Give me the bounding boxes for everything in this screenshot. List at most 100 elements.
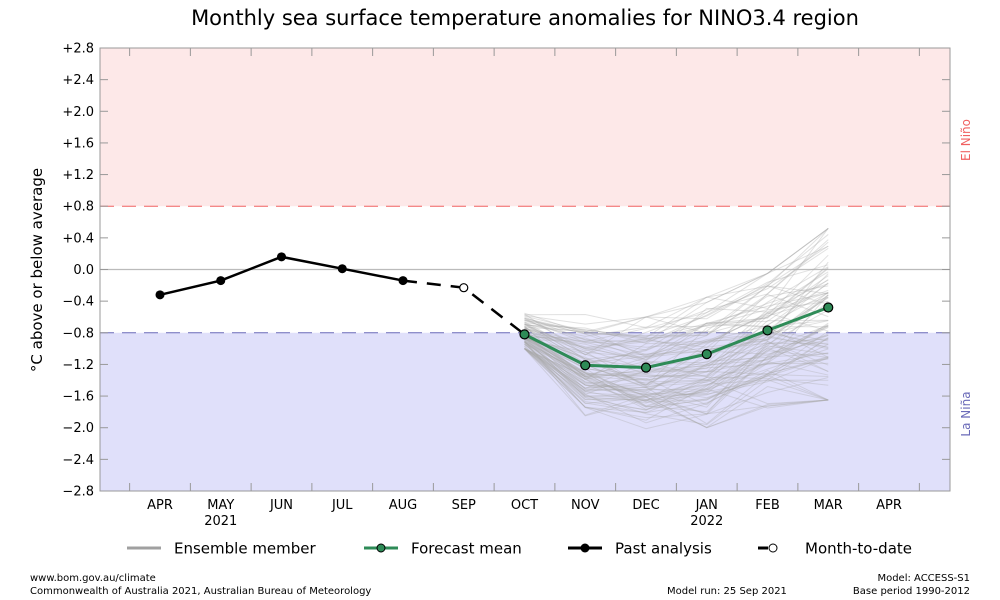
- ensemble-member-line: [524, 324, 829, 421]
- legend-label: Past analysis: [615, 540, 712, 558]
- y-tick-label: +1.2: [62, 168, 94, 183]
- ensemble-member-line: [524, 347, 829, 426]
- y-tick-label: 0.0: [73, 263, 94, 278]
- ensemble-member-line: [524, 254, 829, 381]
- ensemble-member-line: [524, 342, 829, 419]
- series-lines: [155, 252, 834, 373]
- ensemble-member-line: [524, 239, 829, 354]
- el-nino-band: [100, 48, 950, 207]
- ensemble-member-line: [524, 337, 829, 410]
- footer-model-run: Model run: 25 Sep 2021: [667, 586, 787, 597]
- footer-base-period: Base period 1990-2012: [852, 586, 970, 597]
- ensemble-member-line: [524, 348, 829, 429]
- ensemble-member-line: [524, 241, 829, 356]
- ensemble-member-line: [524, 335, 829, 408]
- ensemble-member-line: [524, 285, 829, 337]
- ensemble-member-line: [524, 345, 829, 411]
- ensemble-member-line: [524, 293, 829, 358]
- ensemble-member-line: [524, 296, 829, 380]
- ensemble-member-line: [524, 343, 829, 425]
- x-tick-label: NOV: [571, 498, 600, 513]
- legend-item-ensemble: Ensemble member: [127, 540, 317, 558]
- x-year-label: 2022: [690, 514, 723, 529]
- y-tick-label: −2.4: [62, 453, 94, 468]
- x-year-label: 2021: [204, 514, 237, 529]
- ensemble-member-line: [524, 273, 829, 361]
- ensemble-member-line: [524, 332, 829, 391]
- x-tick-label: JUN: [269, 498, 293, 513]
- legend-label: Month-to-date: [805, 540, 912, 558]
- ensemble-member-line: [524, 326, 829, 390]
- ensemble-member-line: [524, 325, 829, 392]
- ensemble-member-line: [524, 341, 829, 399]
- legend: Ensemble member Forecast mean Past analysi…: [127, 540, 912, 558]
- ensemble-member-line: [524, 337, 829, 386]
- ensemble-member-line: [524, 309, 829, 402]
- ensemble-member-line: [524, 348, 829, 429]
- ensemble-member-line: [524, 228, 829, 337]
- ensemble-member-line: [524, 304, 829, 340]
- ensemble-member-line: [524, 282, 829, 378]
- ensemble-member-line: [524, 337, 829, 402]
- legend-item-mean: Forecast mean: [364, 540, 522, 558]
- ensemble-member-line: [524, 279, 829, 360]
- ensemble-member-line: [524, 326, 829, 384]
- ensemble-member-line: [524, 285, 829, 357]
- chart-title: Monthly sea surface temperature anomalie…: [191, 6, 859, 30]
- ensemble-member-line: [524, 348, 829, 413]
- y-tick-label: +2.8: [62, 42, 94, 57]
- forecast-mean-point: [519, 329, 530, 340]
- x-tick-label: JUL: [331, 498, 353, 513]
- ensemble-member-line: [524, 325, 829, 401]
- y-tick-label: +2.4: [62, 73, 94, 88]
- y-tick-label: +0.8: [62, 200, 94, 215]
- ensemble-member-line: [524, 324, 829, 413]
- ensemble-member-line: [524, 334, 829, 406]
- ensemble-member-line: [524, 342, 829, 415]
- month-to-date-point: [459, 283, 469, 293]
- x-tick-label: OCT: [511, 498, 538, 513]
- legend-label: Ensemble member: [174, 540, 317, 558]
- ensemble-member-line: [524, 245, 829, 333]
- past-analysis-legend-marker: [580, 543, 590, 553]
- footer-model: Model: ACCESS-S1: [877, 573, 970, 584]
- y-tick-label: +2.0: [62, 105, 94, 120]
- ensemble-member-line: [524, 291, 829, 358]
- forecast-mean-legend-marker: [376, 543, 386, 553]
- ensemble-member-line: [524, 334, 829, 388]
- ensemble-member-line: [524, 335, 829, 403]
- ensemble-member-line: [524, 330, 829, 389]
- past-analysis-point: [277, 252, 286, 262]
- legend-item-mtd: Month-to-date: [758, 540, 912, 558]
- forecast-mean-point: [762, 325, 773, 336]
- ensemble-member-line: [524, 341, 829, 396]
- ensemble-member-line: [524, 271, 829, 339]
- y-tick-label: −0.4: [62, 295, 94, 310]
- ensemble-member-line: [524, 348, 829, 381]
- y-tick-label: −2.8: [62, 485, 94, 500]
- ensemble-member-line: [524, 341, 829, 397]
- ensemble-member-line: [524, 320, 829, 348]
- ensemble-member-line: [524, 348, 829, 409]
- axes: +2.8 +2.4 +2.0 +1.6 +1.2 +0.8 +0.4 0.0 −0.4 −0.8 −…: [62, 42, 951, 529]
- ensemble-member-line: [524, 312, 829, 396]
- ensemble-member-line: [524, 340, 829, 416]
- x-tick-label: JAN: [695, 498, 718, 513]
- ensemble-member-line: [524, 348, 829, 411]
- ensemble-member-line: [524, 329, 829, 394]
- month-to-date-legend-marker: [768, 543, 778, 553]
- footer-left: www.bom.gov.au/climate Commonwealth of A…: [30, 572, 371, 598]
- footer-copyright: Commonwealth of Australia 2021, Australi…: [30, 586, 372, 597]
- x-tick-label: FEB: [755, 498, 780, 513]
- x-tick-label: MAR: [814, 498, 843, 513]
- ensemble-member-line: [524, 330, 829, 381]
- ensemble-member-line: [524, 292, 829, 385]
- y-axis-label: °C above or below average: [28, 168, 46, 372]
- ensemble-member-line: [524, 292, 829, 351]
- ensemble-member-line: [524, 344, 829, 404]
- ensemble-member-line: [524, 327, 829, 366]
- x-tick-label: SEP: [452, 498, 476, 513]
- ensemble-member-line: [524, 335, 829, 397]
- ensemble-member-line: [524, 343, 829, 401]
- past-analysis-point: [337, 264, 347, 274]
